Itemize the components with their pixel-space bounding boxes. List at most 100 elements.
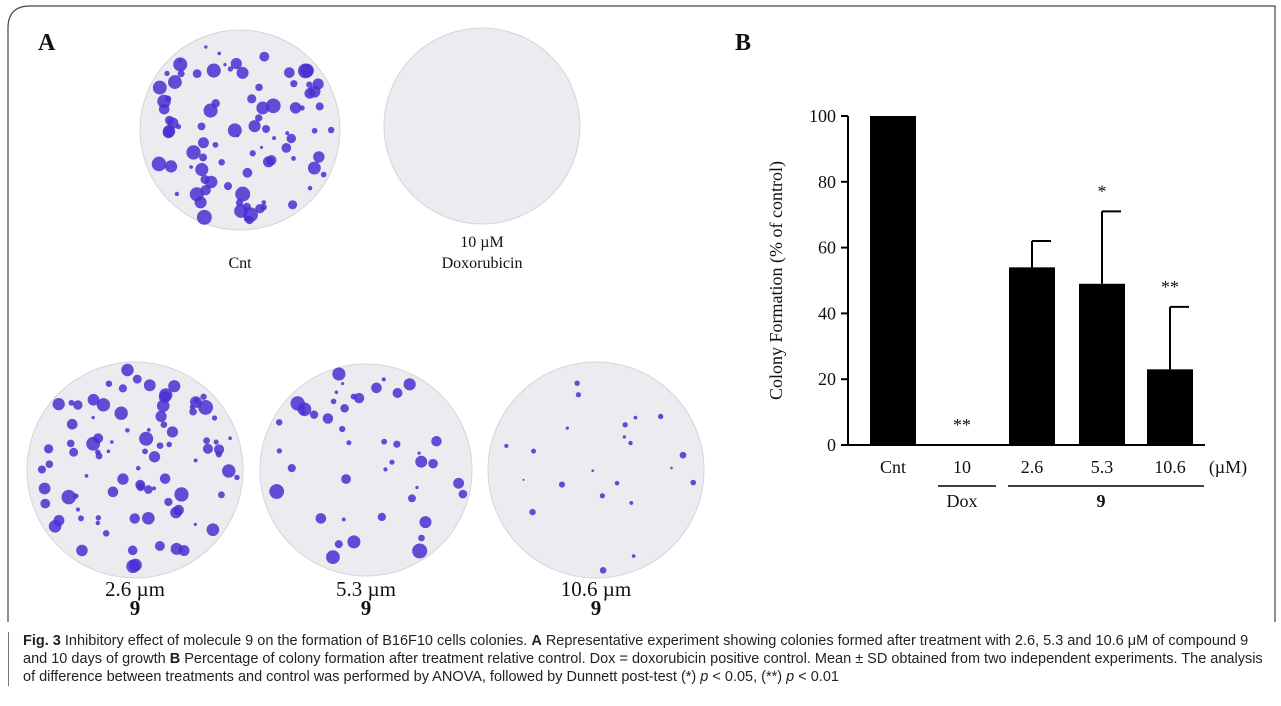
colony xyxy=(575,392,581,398)
bar xyxy=(1009,267,1055,445)
caption-run: p xyxy=(700,669,709,685)
colony xyxy=(193,522,197,527)
x-tick-label: 10 xyxy=(953,457,971,477)
caption-run: Fig. 3 xyxy=(23,633,61,649)
colony xyxy=(393,440,401,448)
y-tick-label: 40 xyxy=(818,303,836,323)
colony xyxy=(206,63,221,78)
colony xyxy=(504,443,509,448)
colony xyxy=(166,426,179,438)
colony xyxy=(164,70,170,77)
y-tick-label: 100 xyxy=(809,106,836,126)
colony xyxy=(203,437,210,445)
caption-run: < 0.05, (**) xyxy=(708,669,787,685)
colony xyxy=(289,102,302,114)
colony xyxy=(381,377,386,382)
caption-run: p xyxy=(786,669,795,685)
colony xyxy=(152,80,167,95)
colony xyxy=(415,485,419,490)
colony xyxy=(291,156,296,161)
colony xyxy=(166,441,172,448)
colony xyxy=(186,145,201,160)
colony xyxy=(75,507,81,512)
colony xyxy=(218,158,225,166)
colony xyxy=(288,200,298,210)
colony xyxy=(284,67,295,78)
colony xyxy=(228,436,232,441)
colony xyxy=(37,465,46,474)
colony xyxy=(177,70,185,78)
colony xyxy=(315,513,327,524)
colony xyxy=(255,83,263,92)
y-tick-label: 0 xyxy=(827,435,836,455)
colony xyxy=(126,559,140,574)
colony xyxy=(256,101,270,115)
colony xyxy=(213,439,219,445)
bar xyxy=(1079,283,1125,445)
colony xyxy=(168,380,181,393)
plate xyxy=(487,361,705,579)
colony xyxy=(168,75,182,89)
colony xyxy=(189,165,193,169)
panel-label: B xyxy=(735,30,751,56)
colony xyxy=(377,512,387,522)
x-tick-label: 10.6 xyxy=(1154,457,1186,477)
x-tick-label: 2.6 xyxy=(1021,457,1044,477)
colony xyxy=(76,544,88,557)
colony xyxy=(107,486,119,498)
colony xyxy=(522,478,525,481)
y-tick-label: 80 xyxy=(818,172,836,192)
error-bar xyxy=(1169,305,1189,370)
colony xyxy=(565,426,569,430)
colony xyxy=(146,427,151,432)
colony xyxy=(531,448,537,454)
significance: * xyxy=(1098,181,1107,201)
error-bar xyxy=(1101,210,1121,284)
colony xyxy=(353,392,365,404)
colony xyxy=(204,45,208,49)
colony xyxy=(332,367,346,381)
colony xyxy=(334,540,343,549)
colony xyxy=(340,382,345,386)
colony xyxy=(77,515,84,522)
colony xyxy=(164,115,175,125)
y-tick-label: 60 xyxy=(818,238,836,258)
colony xyxy=(412,543,428,559)
plate-label: 10 µM xyxy=(460,234,503,251)
colony xyxy=(558,481,566,488)
colony xyxy=(106,449,111,454)
colony xyxy=(529,508,536,516)
bar xyxy=(870,116,916,445)
colony xyxy=(230,58,242,70)
colony xyxy=(160,421,168,429)
colony xyxy=(574,380,580,386)
colony xyxy=(236,134,240,138)
colony xyxy=(155,410,167,422)
colony xyxy=(306,81,313,88)
colony xyxy=(189,187,204,202)
colony xyxy=(91,415,95,420)
colony xyxy=(132,374,142,384)
figure-frame xyxy=(7,5,1276,622)
colony xyxy=(165,95,172,102)
colony xyxy=(61,489,76,505)
colony xyxy=(212,141,219,148)
colony xyxy=(199,153,207,162)
colony xyxy=(173,57,188,72)
colony xyxy=(95,449,101,455)
colony xyxy=(247,94,257,104)
colony xyxy=(259,51,270,62)
colony xyxy=(408,494,416,503)
colony xyxy=(162,126,175,139)
colony xyxy=(417,451,421,455)
x-unit: (µM) xyxy=(1209,457,1247,478)
colony xyxy=(129,513,140,524)
colony xyxy=(189,404,195,410)
colony xyxy=(84,474,89,478)
colony xyxy=(87,393,100,406)
colony xyxy=(174,487,189,502)
error-bar xyxy=(1031,240,1051,268)
colony xyxy=(227,66,234,72)
colony xyxy=(309,410,319,419)
